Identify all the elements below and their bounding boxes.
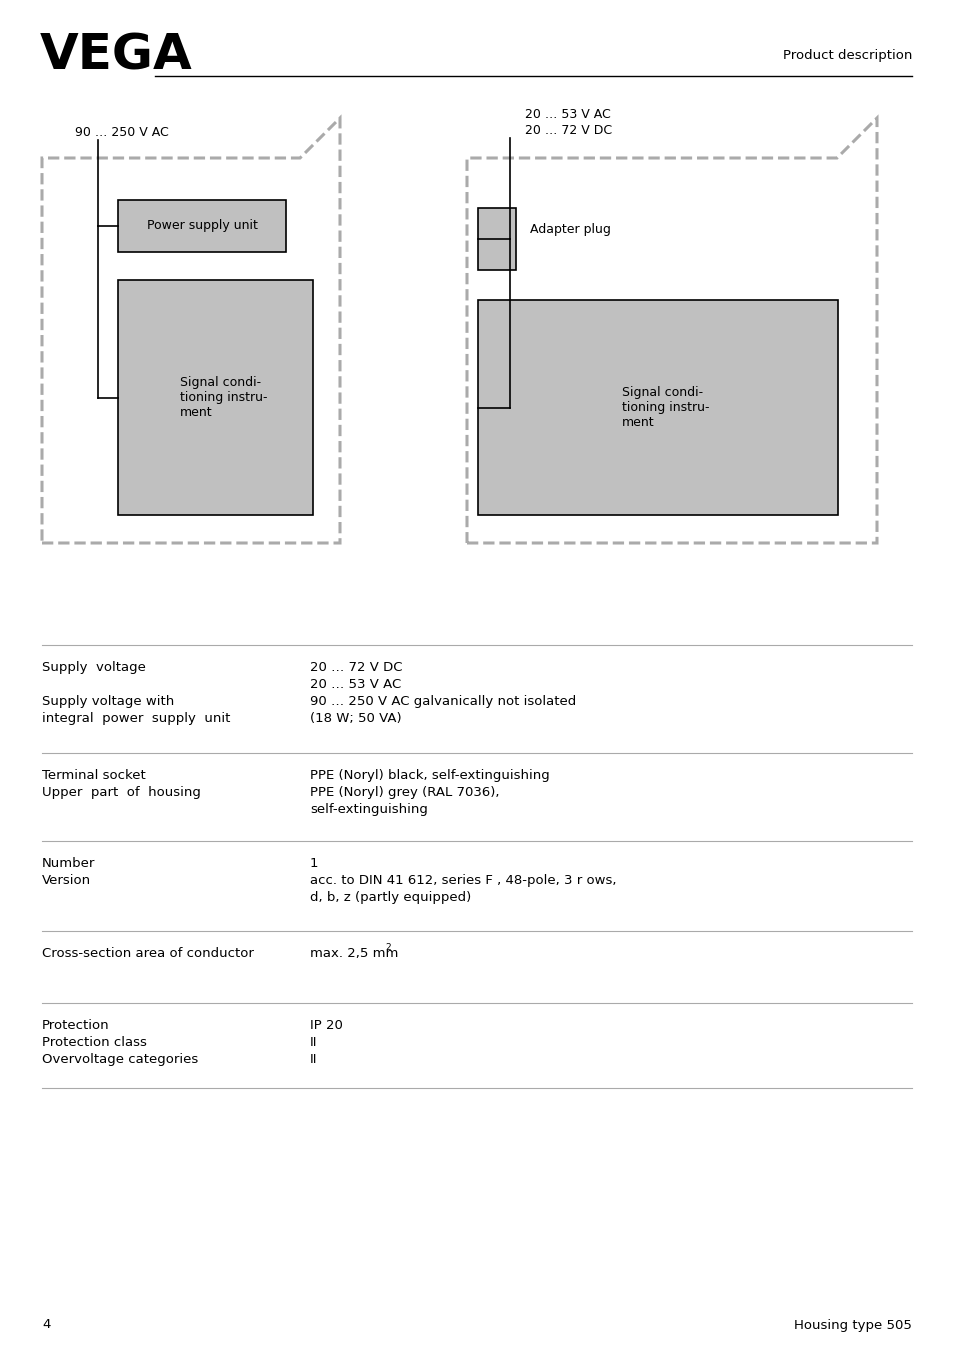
Text: 2: 2 [385,942,390,952]
Text: IP 20: IP 20 [310,1019,342,1032]
Text: (18 W; 50 VA): (18 W; 50 VA) [310,713,401,725]
Text: Supply voltage with: Supply voltage with [42,695,174,708]
Text: Adapter plug: Adapter plug [530,223,610,237]
Text: Signal condi-
tioning instru-
ment: Signal condi- tioning instru- ment [621,387,709,429]
Text: Number: Number [42,857,95,869]
Text: Power supply unit: Power supply unit [147,219,257,233]
Text: Supply  voltage: Supply voltage [42,661,146,675]
Text: Housing type 505: Housing type 505 [793,1318,911,1332]
Text: 20 … 53 V AC: 20 … 53 V AC [524,108,610,122]
Text: Cross-section area of conductor: Cross-section area of conductor [42,946,253,960]
Text: Upper  part  of  housing: Upper part of housing [42,786,201,799]
Bar [118,280,136,515]
Text: 90 … 250 V AC galvanically not isolated: 90 … 250 V AC galvanically not isolated [310,695,576,708]
Bar [477,208,516,270]
Text: integral  power  supply  unit: integral power supply unit [42,713,230,725]
Bar [118,280,313,515]
Text: PPE (Noryl) black, self-extinguishing: PPE (Noryl) black, self-extinguishing [310,769,549,781]
Text: 20 … 72 V DC: 20 … 72 V DC [524,123,612,137]
Bar [118,200,286,251]
Text: acc. to DIN 41 612, series F , 48-pole, 3 r ows,: acc. to DIN 41 612, series F , 48-pole, … [310,873,616,887]
Text: 20 … 72 V DC: 20 … 72 V DC [310,661,402,675]
Text: VEGA: VEGA [40,31,193,78]
Text: max. 2,5 mm: max. 2,5 mm [310,946,398,960]
Bar [477,300,837,515]
Text: 20 … 53 V AC: 20 … 53 V AC [310,677,401,691]
Text: Signal condi-
tioning instru-
ment: Signal condi- tioning instru- ment [179,376,267,419]
Text: 1: 1 [310,857,318,869]
Text: Protection: Protection [42,1019,110,1032]
Text: 4: 4 [42,1318,51,1332]
Text: self-extinguishing: self-extinguishing [310,803,428,817]
Text: Protection class: Protection class [42,1036,147,1049]
Text: d, b, z (partly equipped): d, b, z (partly equipped) [310,891,471,904]
Text: Product description: Product description [781,49,911,61]
Bar [477,300,496,515]
Text: 90 … 250 V AC: 90 … 250 V AC [75,126,169,138]
Text: PPE (Noryl) grey (RAL 7036),: PPE (Noryl) grey (RAL 7036), [310,786,499,799]
Text: Version: Version [42,873,91,887]
Text: II: II [310,1036,317,1049]
Text: Overvoltage categories: Overvoltage categories [42,1053,198,1065]
Text: Terminal socket: Terminal socket [42,769,146,781]
Text: II: II [310,1053,317,1065]
